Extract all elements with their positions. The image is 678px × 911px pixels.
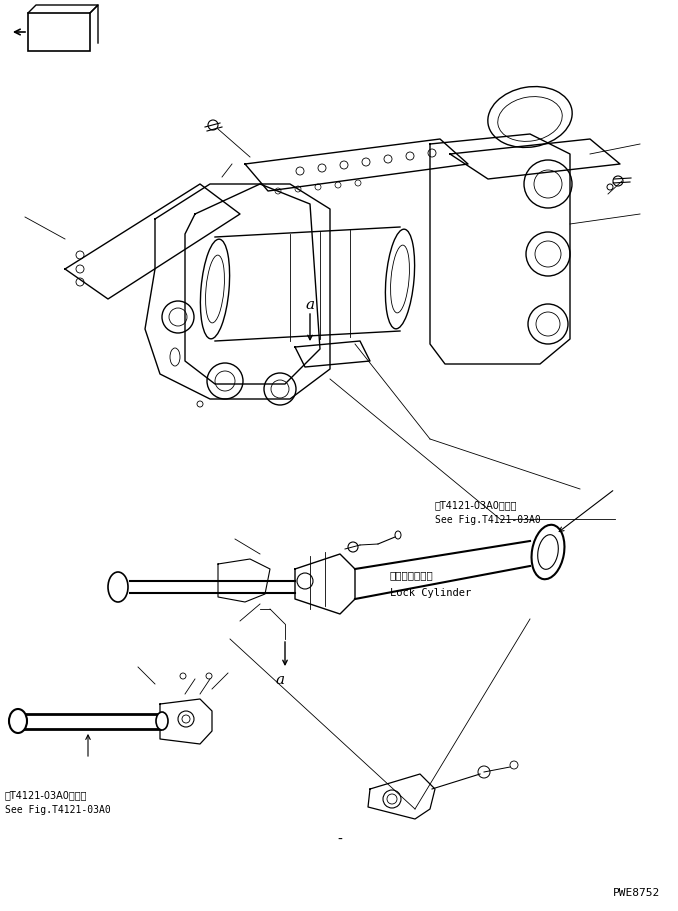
Text: 第T4121-03A0図参照: 第T4121-03A0図参照 [5, 789, 87, 799]
Text: 第T4121-03A0図参照: 第T4121-03A0図参照 [435, 499, 517, 509]
Bar [28, 14, 90, 52]
Ellipse shape [201, 240, 230, 340]
Text: -: - [338, 832, 342, 846]
Text: a: a [305, 298, 315, 312]
Ellipse shape [385, 230, 415, 330]
Text: a: a [275, 672, 285, 686]
Text: See Fig.T4121-03A0: See Fig.T4121-03A0 [5, 804, 111, 814]
Ellipse shape [108, 572, 128, 602]
Text: Lock Cylinder: Lock Cylinder [390, 588, 471, 598]
Text: FWD: FWD [49, 28, 69, 38]
Text: See Fig.T4121-03A0: See Fig.T4121-03A0 [435, 515, 541, 525]
Ellipse shape [156, 712, 168, 731]
Ellipse shape [9, 710, 27, 733]
Text: PWE8752: PWE8752 [613, 887, 660, 897]
Ellipse shape [532, 526, 565, 579]
Text: ロックシリンダ: ロックシリンダ [390, 569, 434, 579]
